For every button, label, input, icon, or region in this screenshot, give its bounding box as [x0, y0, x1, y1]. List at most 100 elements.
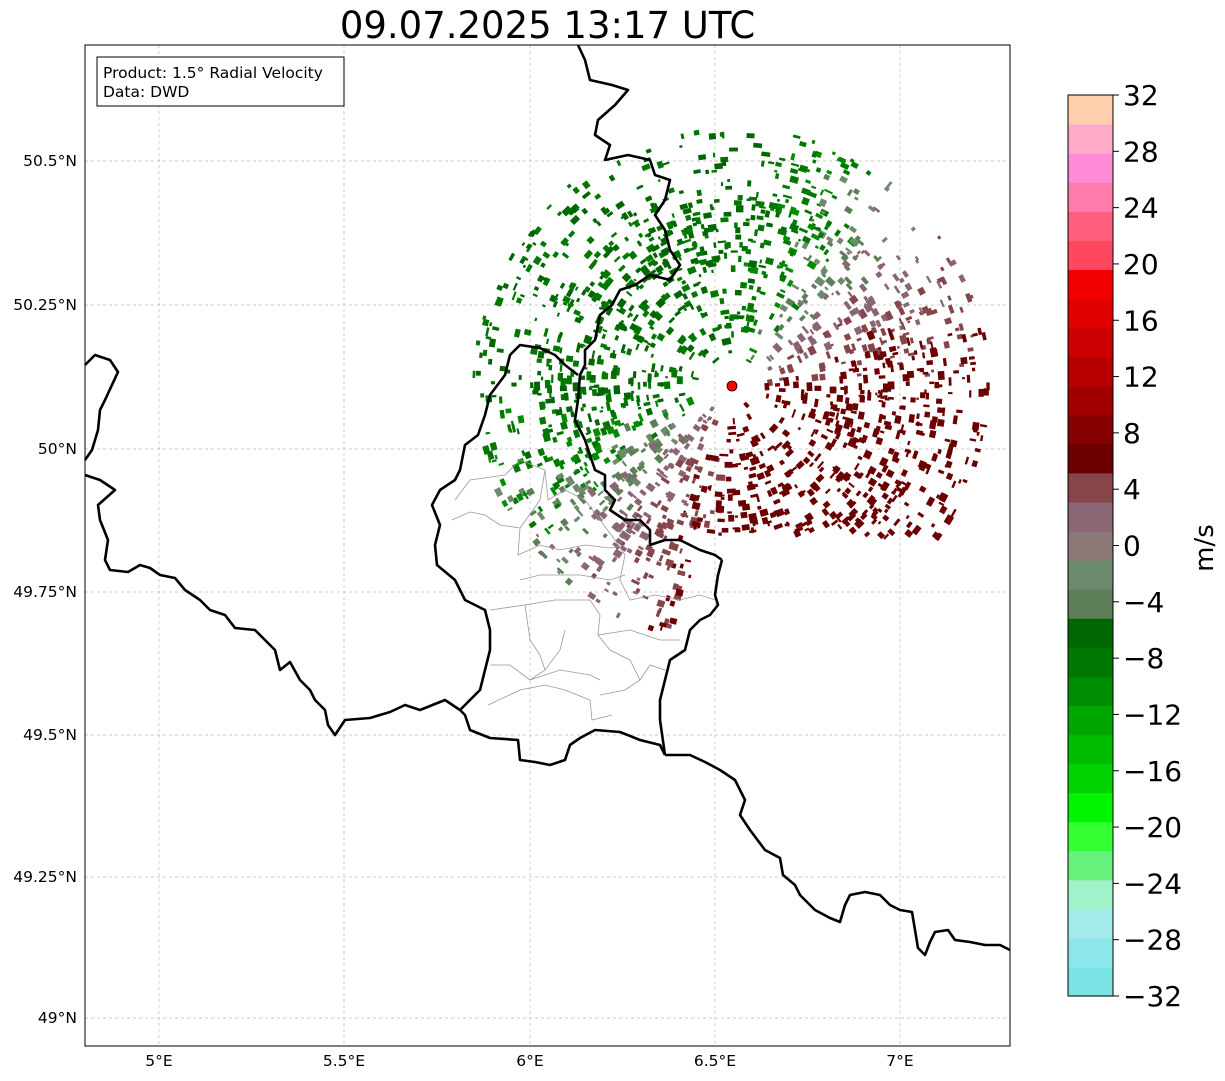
velocity-echo-cell [964, 456, 970, 465]
velocity-echo-cell [618, 488, 624, 494]
velocity-echo-cell [871, 518, 878, 525]
velocity-echo-cell [814, 418, 822, 424]
velocity-echo-cell [797, 299, 805, 306]
velocity-echo-cell [746, 321, 750, 328]
velocity-echo-cell [864, 350, 871, 359]
colorbar-segment [1068, 501, 1113, 532]
velocity-echo-cell [534, 381, 541, 391]
grid-lines [85, 45, 1010, 1046]
velocity-echo-cell [549, 294, 558, 303]
velocity-echo-cell [658, 554, 664, 562]
lon-tick-label: 5°E [145, 1052, 172, 1070]
velocity-echo-cell [650, 501, 659, 509]
lon-tick-label: 7°E [886, 1052, 913, 1070]
velocity-echo-cell [804, 527, 810, 532]
velocity-echo-cell [826, 169, 833, 175]
velocity-echo-cell [521, 255, 529, 262]
velocity-echo-cell [922, 371, 929, 375]
velocity-echo-cell [794, 525, 804, 534]
velocity-echo-cell [517, 457, 525, 465]
velocity-echo-cell [808, 526, 815, 534]
velocity-echo-cell [797, 426, 802, 431]
velocity-echo-cell [515, 276, 522, 281]
velocity-echo-cell [971, 367, 976, 372]
velocity-echo-cell [814, 429, 819, 435]
velocity-echo-cell [809, 408, 817, 417]
velocity-echo-cell [923, 404, 930, 408]
velocity-echo-cell [593, 480, 599, 488]
velocity-echo-cell [749, 456, 761, 466]
velocity-echo-cell [737, 194, 743, 201]
colorbar-segment [1068, 937, 1113, 968]
velocity-echo-cell [646, 394, 650, 401]
velocity-echo-cell [779, 157, 786, 162]
velocity-echo-cell [842, 441, 848, 449]
velocity-echo-cell [970, 361, 976, 366]
velocity-echo-cell [488, 358, 493, 365]
velocity-echo-cell [881, 464, 889, 473]
velocity-echo-cell [824, 286, 829, 291]
velocity-echo-cell [858, 394, 865, 398]
velocity-echo-cell [779, 313, 784, 318]
velocity-echo-cell [645, 544, 653, 552]
velocity-echo-cell [909, 337, 915, 344]
velocity-echo-cell [897, 489, 905, 498]
velocity-echo-cell [676, 276, 683, 282]
velocity-echo-cell [948, 259, 957, 267]
velocity-echo-cell [862, 374, 869, 384]
velocity-echo-cell [678, 477, 684, 484]
velocity-echo-cell [898, 317, 903, 325]
velocity-echo-cell [539, 416, 547, 425]
velocity-echo-cell [621, 460, 628, 467]
velocity-echo-cell [902, 301, 910, 308]
velocity-echo-cell [848, 368, 854, 372]
velocity-echo-cell [729, 316, 735, 321]
velocity-echo-cell [560, 378, 566, 388]
velocity-echo-cell [875, 319, 882, 328]
velocity-echo-cell [916, 413, 920, 420]
velocity-echo-cell [662, 412, 669, 419]
velocity-echo-cell [732, 527, 740, 530]
velocity-echo-cell [615, 200, 626, 210]
velocity-echo-cell [820, 279, 824, 283]
velocity-echo-cell [977, 327, 983, 336]
velocity-echo-cell [914, 255, 920, 261]
velocity-echo-cell [680, 133, 685, 140]
velocity-echo-cell [831, 194, 838, 200]
velocity-echo-cell [546, 361, 550, 367]
velocity-echo-cell [824, 276, 836, 287]
velocity-echo-cell [818, 198, 828, 208]
velocity-echo-cell [728, 350, 733, 354]
velocity-echo-cell [849, 158, 855, 163]
velocity-echo-cell [745, 358, 752, 364]
velocity-echo-cell [488, 338, 497, 348]
velocity-echo-cell [729, 147, 738, 152]
velocity-echo-cell [683, 442, 691, 450]
velocity-echo-cell [759, 259, 763, 264]
velocity-echo-cell [784, 198, 790, 204]
colorbar-segment [1068, 356, 1113, 387]
velocity-echo-cell [626, 348, 633, 356]
velocity-echo-cell [960, 356, 968, 365]
velocity-echo-cell [633, 556, 640, 564]
velocity-echo-cell [547, 523, 554, 530]
velocity-echo-cell [911, 355, 916, 361]
velocity-echo-cell [632, 590, 639, 595]
velocity-echo-cell [756, 495, 760, 503]
velocity-echo-cell [662, 448, 669, 456]
velocity-echo-cell [709, 510, 715, 515]
velocity-echo-cell [747, 278, 756, 284]
velocity-echo-cell [597, 281, 605, 289]
velocity-echo-cell [781, 429, 791, 438]
velocity-echo-cell [910, 226, 916, 232]
velocity-echo-cell [717, 518, 725, 523]
velocity-echo-cell [650, 244, 661, 253]
velocity-echo-cell [734, 222, 738, 229]
velocity-echo-cell [853, 360, 858, 370]
velocity-echo-cell [532, 241, 537, 246]
velocity-echo-cell [814, 385, 822, 391]
velocity-echo-cell [552, 345, 561, 353]
colorbar-segment [1068, 560, 1113, 590]
colorbar-tick-label: −20 [1123, 811, 1182, 844]
velocity-echo-cell [489, 322, 493, 327]
